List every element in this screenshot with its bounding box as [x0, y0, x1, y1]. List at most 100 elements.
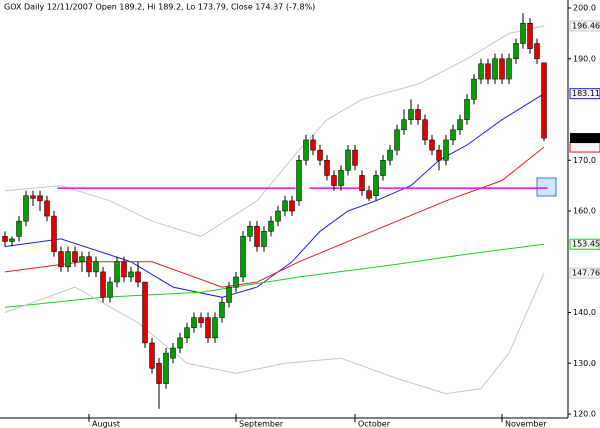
candle-body: [366, 190, 372, 199]
candle-body: [226, 286, 232, 303]
candle-body: [513, 43, 519, 60]
value-label-box: [569, 88, 600, 100]
candle-body: [163, 352, 169, 384]
candle-body: [296, 160, 302, 202]
candle-body: [184, 327, 190, 339]
candle-body: [450, 129, 456, 141]
candle-body: [261, 231, 267, 247]
candle-body: [212, 317, 218, 339]
value-label: 183.118: [572, 89, 600, 98]
candle-body: [401, 119, 407, 131]
candle-body: [436, 149, 442, 161]
y-tick-label: 140.0: [573, 308, 596, 317]
candle-body: [233, 276, 239, 288]
candle-body: [65, 251, 71, 268]
close-label-box: [570, 133, 600, 144]
highlight-box: [536, 177, 557, 197]
candle-body: [422, 119, 428, 141]
candle-body: [464, 99, 470, 120]
x-tick-label: September: [239, 420, 284, 428]
candle-body: [170, 347, 176, 359]
candle-body: [359, 175, 365, 191]
x-tick-label: August: [92, 420, 120, 428]
value-label-box: [569, 267, 600, 279]
indicator-line: [4, 93, 545, 298]
candle-body: [520, 22, 526, 44]
candle-body: [177, 337, 183, 349]
candle-body: [79, 256, 85, 262]
candle-body: [534, 43, 540, 60]
candle-body: [135, 271, 141, 283]
candle-body: [331, 175, 337, 186]
candle-body: [499, 58, 505, 80]
candle-body: [44, 200, 50, 217]
value-label-box: [569, 20, 600, 32]
candle-body: [324, 160, 330, 176]
candle-body: [275, 210, 281, 222]
candle-body: [303, 139, 309, 161]
indicator-line: [4, 272, 545, 395]
candle-body: [289, 200, 295, 212]
x-tick-label: October: [358, 420, 391, 428]
candle-body: [51, 215, 57, 252]
candle-body: [485, 63, 491, 80]
candle-body: [219, 302, 225, 318]
candle-body: [541, 62, 547, 139]
candle-body: [443, 139, 449, 161]
value-label: 147.762: [572, 269, 600, 278]
candle-body: [240, 236, 246, 278]
value-label: 153.451: [572, 240, 600, 249]
candle-body: [506, 58, 512, 80]
candle-body: [457, 119, 463, 131]
candle-body: [58, 251, 64, 268]
candle-body: [86, 256, 92, 273]
value-label-box: [569, 141, 600, 153]
candle-body: [394, 129, 400, 151]
candle-body: [345, 149, 351, 171]
candle-body: [30, 195, 36, 199]
candle-body: [478, 63, 484, 80]
candle-body: [471, 78, 477, 100]
candle-body: [107, 281, 113, 298]
candle-body: [149, 342, 155, 369]
indicator-line: [4, 25, 545, 237]
candle-body: [205, 317, 211, 339]
candle-body: [2, 236, 8, 242]
candle-body: [317, 149, 323, 161]
candle-body: [72, 251, 78, 263]
y-tick-label: 160.0: [573, 207, 596, 216]
candle-body: [527, 22, 533, 49]
candle-body: [23, 195, 29, 222]
candle-body: [380, 160, 386, 176]
candle-body: [9, 238, 15, 242]
candle-body: [114, 261, 120, 283]
candle-body: [415, 109, 421, 120]
candle-body: [254, 225, 260, 247]
candle-body: [100, 271, 106, 298]
value-label: 196.46: [572, 21, 600, 30]
candle-body: [408, 109, 414, 120]
candle-body: [492, 58, 498, 80]
y-tick-label: 130.0: [573, 359, 596, 368]
y-tick-label: 200.0: [573, 4, 596, 13]
y-tick-label: 190.0: [573, 54, 596, 63]
chart-title: GOX Daily 12/11/2007 Open 189.2, Hi 189.…: [4, 3, 315, 12]
candle-body: [121, 261, 127, 278]
candle-body: [429, 139, 435, 151]
candle-body: [191, 317, 197, 328]
y-tick-label: 170.0: [573, 156, 596, 165]
y-tick-label: 120.0: [573, 410, 596, 419]
candle-body: [16, 220, 22, 237]
candle-body: [247, 225, 253, 237]
candle-body: [198, 317, 204, 323]
candle-body: [282, 200, 288, 212]
candle-body: [352, 149, 358, 166]
candle-body: [310, 139, 316, 151]
candle-body: [373, 175, 379, 197]
close-label: 174.37: [572, 134, 600, 143]
candle-body: [128, 271, 134, 278]
candle-body: [93, 261, 99, 273]
candle-body: [387, 149, 393, 161]
candle-body: [268, 220, 274, 232]
